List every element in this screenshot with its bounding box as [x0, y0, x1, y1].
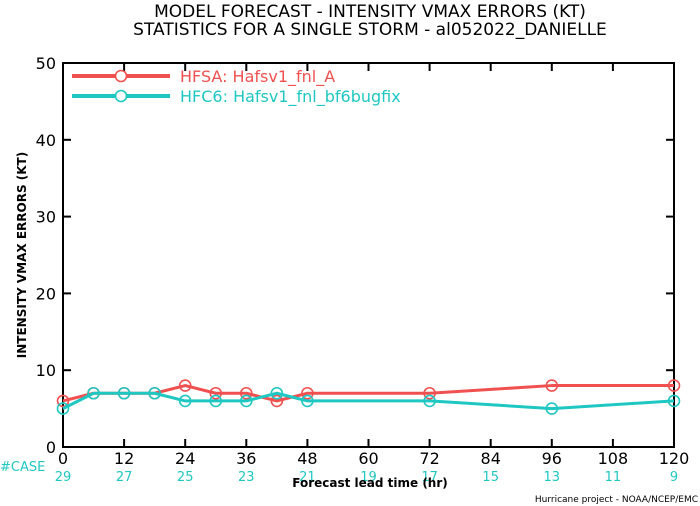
data-point [545, 402, 559, 415]
case-count: 21 [299, 470, 316, 485]
data-point [178, 394, 192, 408]
legend-entry: HFC6: Hafsv1_fnl_bf6bugfix [72, 87, 401, 107]
x-tick-label: 24 [175, 449, 195, 468]
x-tick-label: 48 [297, 449, 317, 468]
credit-text: Hurricane project - NOAA/NCEP/EMC [535, 495, 698, 505]
legend-label: HFSA: Hafsv1_fnl_A [180, 67, 335, 87]
case-count: 25 [177, 470, 194, 485]
data-point [240, 386, 253, 400]
case-count: 17 [421, 470, 438, 485]
chart-title-line2: STATISTICS FOR A SINGLE STORM - al052022… [133, 20, 607, 40]
case-count: 9 [670, 470, 678, 485]
y-tick-label: 50 [36, 54, 56, 73]
case-count: 27 [116, 470, 133, 485]
case-count: 29 [55, 470, 72, 485]
data-point [209, 386, 223, 400]
data-point [301, 386, 314, 400]
x-tick-label: 72 [419, 449, 439, 468]
case-label: #CASE [0, 460, 45, 475]
legend-entry: HFSA: Hafsv1_fnl_A [72, 67, 335, 87]
case-count: 23 [238, 470, 255, 485]
data-point [423, 386, 436, 400]
x-tick-label: 84 [481, 449, 501, 468]
data-point [301, 394, 314, 408]
case-count: 11 [605, 470, 622, 485]
x-axis-label: Forecast lead time (hr) [292, 476, 448, 490]
x-tick-label: 36 [236, 449, 256, 468]
legend-marker [114, 89, 128, 103]
x-tick-label: 12 [114, 449, 134, 468]
legend-label: HFC6: Hafsv1_fnl_bf6bugfix [180, 87, 401, 107]
y-axis-label: INTENSITY VMAX ERRORS (KT) [15, 152, 29, 358]
chart-title-line1: MODEL FORECAST - INTENSITY VMAX ERRORS (… [154, 2, 586, 22]
case-count: 13 [544, 470, 561, 485]
series-2 [56, 386, 681, 415]
case-count: 15 [482, 470, 499, 485]
x-tick-label: 96 [542, 449, 562, 468]
y-tick-label: 40 [36, 131, 56, 150]
legend-marker [114, 69, 128, 83]
data-point [87, 386, 100, 400]
data-point [545, 379, 559, 392]
axes: 0 10 20 30 40 50 0 12 24 36 48 60 72 84 96 108 120 [36, 54, 690, 468]
data-point [270, 386, 284, 400]
data-point [148, 386, 161, 400]
x-tick-label: 60 [358, 449, 378, 468]
y-tick-label: 30 [36, 208, 56, 227]
data-point [270, 394, 284, 408]
x-tick-label: 0 [58, 449, 68, 468]
data-point [178, 379, 192, 392]
y-tick-label: 10 [36, 361, 56, 380]
data-point [667, 379, 681, 392]
data-point [240, 394, 253, 408]
data-point [209, 394, 223, 408]
series-layer [56, 379, 681, 415]
data-point [423, 394, 436, 408]
data-point [56, 394, 70, 408]
data-point [117, 386, 131, 400]
y-tick-label: 0 [46, 438, 56, 457]
case-counts: 29 27 25 23 21 19 17 15 13 11 9 [55, 470, 678, 485]
plot-frame [62, 62, 675, 448]
y-tick-label: 20 [36, 284, 56, 303]
case-count: 19 [360, 470, 377, 485]
x-tick-label: 108 [598, 449, 629, 468]
x-tick-label: 120 [659, 449, 690, 468]
data-point [56, 402, 70, 415]
data-point [667, 394, 681, 408]
series-line [62, 391, 675, 411]
